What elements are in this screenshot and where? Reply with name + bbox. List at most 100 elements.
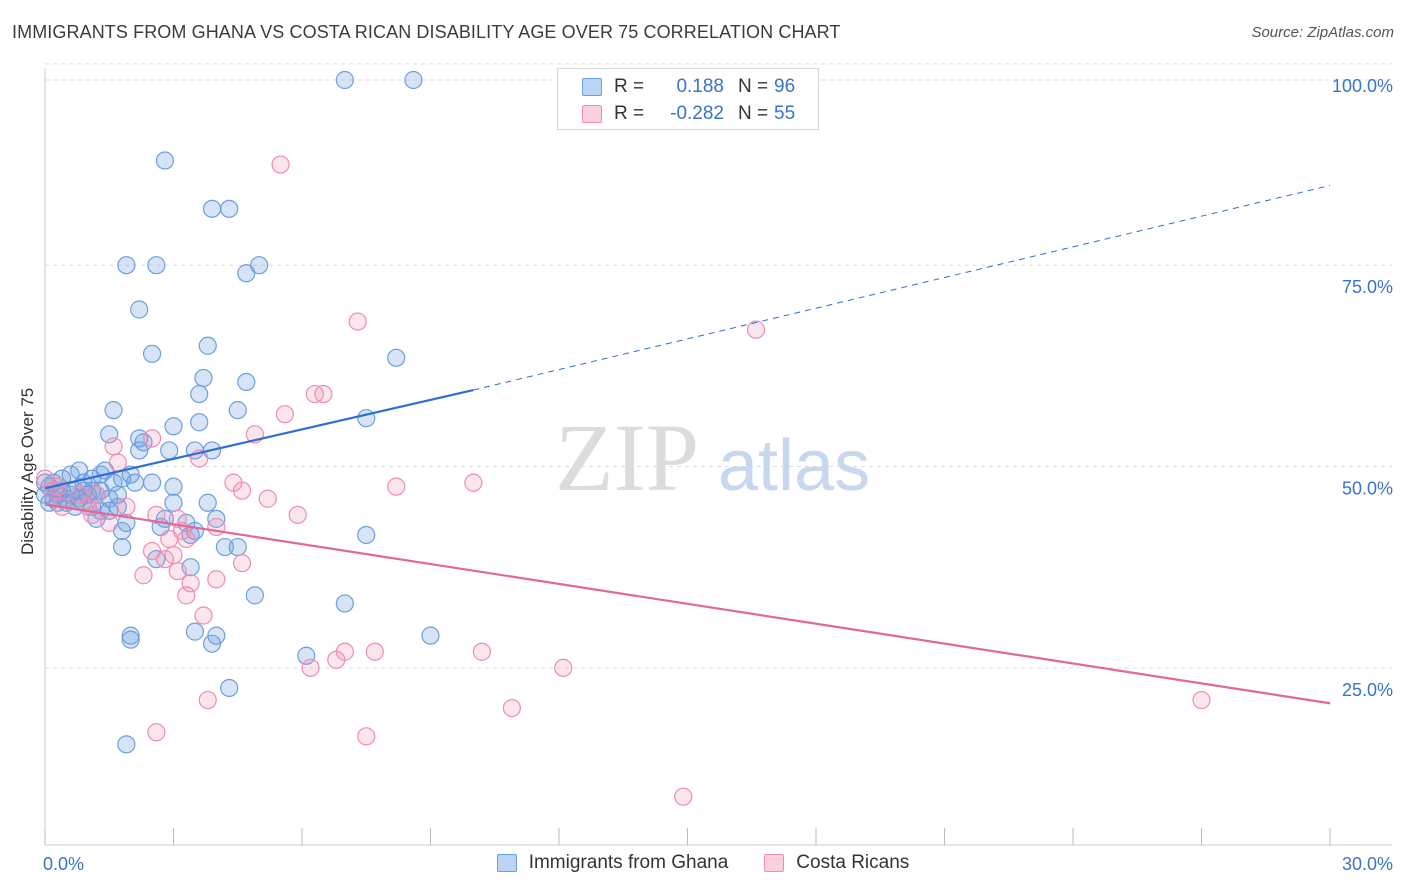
point-ghana <box>130 441 149 460</box>
watermark-atlas: atlas <box>718 426 870 506</box>
point-costa-rica <box>177 586 196 605</box>
trend-line-ghana-projection <box>473 185 1331 391</box>
point-ghana <box>160 441 179 460</box>
legend-swatch-costa-rica <box>582 105 602 123</box>
grid-lines <box>45 63 1392 669</box>
point-ghana <box>228 401 247 420</box>
watermark-zip: ZIP <box>555 404 699 511</box>
point-ghana <box>220 678 239 698</box>
legend-swatch-costa-rica <box>764 854 785 872</box>
point-ghana <box>125 473 145 492</box>
point-ghana <box>237 264 256 283</box>
point-costa-rica <box>472 642 491 661</box>
point-costa-rica <box>134 566 153 585</box>
point-ghana <box>100 425 119 444</box>
legend-label-costa-rica: Costa Ricans <box>796 852 910 873</box>
point-ghana <box>387 348 406 367</box>
point-ghana <box>185 622 205 641</box>
point-costa-rica <box>108 453 127 472</box>
point-costa-rica <box>142 429 162 448</box>
legend-n-label: N = <box>738 76 769 97</box>
point-costa-rica <box>275 405 294 424</box>
point-ghana <box>155 151 175 170</box>
point-ghana <box>297 646 316 665</box>
trend-line-costa-rica <box>44 503 1331 705</box>
series-legend: Immigrants from Ghana Costa Ricans <box>0 852 1406 874</box>
legend-swatch-ghana <box>496 854 517 872</box>
point-costa-rica <box>746 320 766 339</box>
point-costa-rica <box>365 642 384 661</box>
point-ghana <box>112 537 132 557</box>
point-costa-rica <box>327 650 346 669</box>
point-ghana <box>190 384 209 404</box>
point-ghana <box>130 300 149 319</box>
point-costa-rica <box>271 155 290 174</box>
point-ghana <box>228 537 247 557</box>
point-ghana <box>357 525 376 545</box>
point-ghana <box>121 630 140 649</box>
legend-item-ghana[interactable]: Immigrants from Ghana <box>496 852 729 874</box>
point-ghana <box>142 473 162 492</box>
point-costa-rica <box>142 541 162 561</box>
legend-n-value: 96 <box>774 76 796 97</box>
tick-labels: 100.0% 75.0% 50.0% 25.0% 0.0% 30.0% <box>43 76 1393 874</box>
point-costa-rica <box>357 727 376 746</box>
point-ghana <box>404 70 423 90</box>
point-ghana <box>164 493 183 512</box>
point-costa-rica <box>168 509 187 528</box>
legend-n-label: N = <box>738 103 769 124</box>
point-ghana <box>121 626 140 645</box>
legend-item-costa-rica[interactable]: Costa Ricans <box>764 852 909 874</box>
point-costa-rica <box>258 489 277 508</box>
legend-r-label: R = <box>614 76 645 97</box>
y-tick-label: 100.0% <box>1332 76 1393 96</box>
x-tick-label: 30.0% <box>1342 854 1393 874</box>
watermark: ZIP atlas <box>555 404 870 511</box>
point-costa-rica <box>314 384 333 404</box>
point-ghana <box>215 537 234 557</box>
point-ghana <box>202 634 222 653</box>
stats-legend: R = 0.188 N = 96 R = -0.282 N = 55 <box>557 68 819 130</box>
y-tick-label: 25.0% <box>1342 680 1393 700</box>
y-tick-label: 75.0% <box>1342 277 1393 297</box>
point-costa-rica <box>155 550 175 569</box>
point-ghana <box>117 735 136 754</box>
point-ghana <box>198 336 217 355</box>
point-ghana <box>245 586 264 605</box>
point-ghana <box>190 413 209 432</box>
point-costa-rica <box>232 481 252 500</box>
point-costa-rica <box>1192 690 1211 710</box>
point-ghana <box>70 461 89 480</box>
point-costa-rica <box>301 658 320 677</box>
axes <box>44 68 1392 846</box>
legend-r-label: R = <box>614 103 645 124</box>
legend-n-value: 55 <box>774 103 796 124</box>
data-points <box>35 70 1211 806</box>
chart-title: IMMIGRANTS FROM GHANA VS COSTA RICAN DIS… <box>12 22 841 42</box>
point-costa-rica <box>168 562 187 581</box>
point-ghana <box>164 417 183 436</box>
point-costa-rica <box>198 690 217 710</box>
point-costa-rica <box>502 699 521 718</box>
point-costa-rica <box>83 505 102 524</box>
y-tick-label: 50.0% <box>1342 479 1393 499</box>
point-costa-rica <box>464 473 483 492</box>
legend-swatch-ghana <box>582 78 602 96</box>
point-ghana <box>250 256 269 275</box>
point-costa-rica <box>207 570 226 589</box>
point-ghana <box>220 199 239 218</box>
point-costa-rica <box>387 477 406 496</box>
point-ghana <box>237 372 256 392</box>
point-costa-rica <box>232 554 252 573</box>
point-ghana <box>164 477 183 496</box>
legend-label-ghana: Immigrants from Ghana <box>528 852 729 873</box>
point-costa-rica <box>147 723 166 742</box>
trend-lines <box>44 185 1331 705</box>
point-costa-rica <box>117 497 136 516</box>
point-ghana <box>335 594 354 613</box>
point-ghana <box>142 344 162 363</box>
trend-line-ghana <box>44 388 474 490</box>
x-tick-label: 0.0% <box>43 854 84 874</box>
point-ghana <box>104 401 123 420</box>
